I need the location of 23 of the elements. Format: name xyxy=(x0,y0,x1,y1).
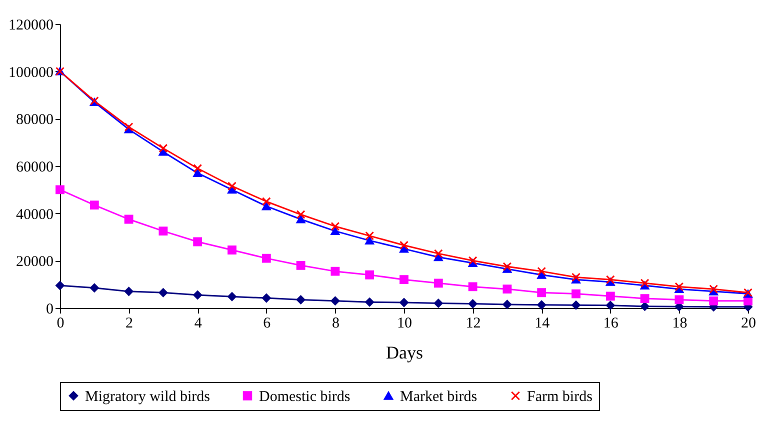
x-tick-label: 2 xyxy=(126,316,134,332)
x-axis-title: Days xyxy=(386,342,423,362)
x-tick-label: 4 xyxy=(194,316,202,332)
y-tick-label: 80000 xyxy=(16,112,54,128)
x-tick-label: 20 xyxy=(741,316,756,332)
x-tick-label: 8 xyxy=(332,316,340,332)
y-tick-label: 20000 xyxy=(16,254,54,270)
legend-label: Domestic birds xyxy=(259,388,350,405)
x-tick-label: 0 xyxy=(56,316,64,332)
x-tick-label: 10 xyxy=(397,316,412,332)
legend-label: Migratory wild birds xyxy=(85,388,210,405)
y-tick-label: 40000 xyxy=(16,206,54,223)
y-tick-label: 100000 xyxy=(8,64,54,81)
legend-label: Market birds xyxy=(400,388,478,405)
y-tick-label: 0 xyxy=(46,302,54,318)
x-tick-label: 18 xyxy=(672,316,688,332)
y-tick-label: 60000 xyxy=(16,160,54,176)
x-tick-label: 12 xyxy=(466,316,481,332)
x-tick-label: 14 xyxy=(534,316,550,332)
x-tick-label: 6 xyxy=(263,316,272,332)
x-tick-label: 16 xyxy=(603,316,619,332)
legend-label: Farm birds xyxy=(527,388,593,405)
y-tick-label: 120000 xyxy=(8,18,54,34)
